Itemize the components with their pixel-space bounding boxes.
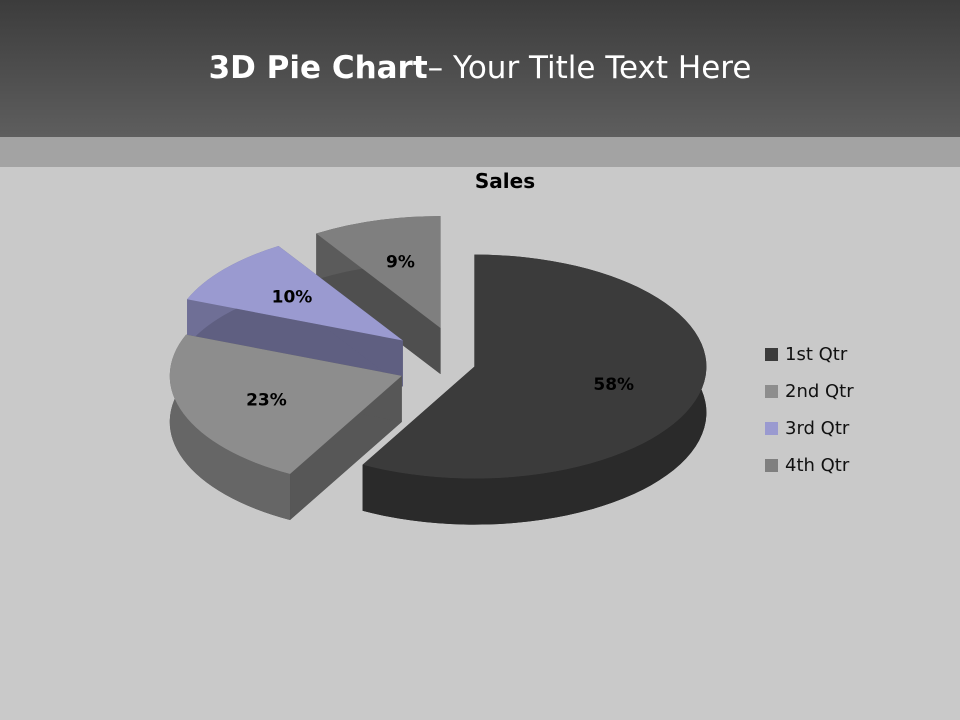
slice-4th-qtr: [316, 216, 441, 329]
data-label: 9%: [386, 252, 415, 272]
legend-item: 3rd Qtr: [765, 410, 854, 447]
legend-swatch: [765, 422, 778, 435]
legend: 1st Qtr 2nd Qtr 3rd Qtr 4th Qtr: [765, 336, 854, 484]
slice-2nd-qtr: [169, 334, 402, 474]
legend-item: 1st Qtr: [765, 336, 854, 373]
legend-label: 1st Qtr: [785, 344, 848, 365]
legend-swatch: [765, 348, 778, 361]
slice-3rd-qtr: [187, 245, 403, 341]
legend-item: 4th Qtr: [765, 447, 854, 484]
slice-outer-wall: [169, 334, 291, 520]
slice-1st-qtr: [362, 254, 707, 479]
header-band: [0, 0, 960, 137]
legend-item: 2nd Qtr: [765, 373, 854, 410]
slice-radial-wall: [187, 299, 403, 387]
data-label: 23%: [246, 390, 287, 410]
legend-swatch: [765, 459, 778, 472]
legend-label: 2nd Qtr: [785, 381, 854, 402]
legend-label: 4th Qtr: [785, 455, 850, 476]
data-label: 10%: [272, 287, 313, 307]
header-strip: [0, 137, 960, 167]
data-label: 58%: [593, 375, 634, 395]
legend-label: 3rd Qtr: [785, 418, 850, 439]
legend-swatch: [765, 385, 778, 398]
chart-title: Sales: [475, 169, 535, 193]
title-bold: 3D Pie Chart: [208, 50, 428, 86]
title-rest: – Your Title Text Here: [427, 50, 752, 86]
slide-title: 3D Pie Chart– Your Title Text Here: [0, 50, 960, 86]
